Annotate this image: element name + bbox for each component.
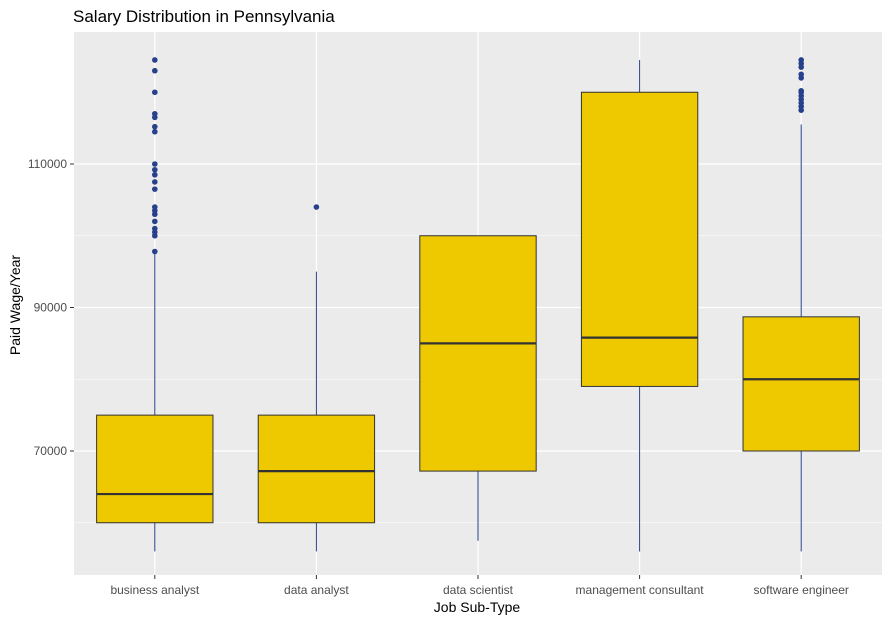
iqr-box bbox=[257, 414, 376, 524]
x-axis-ticks: business analyst data analyst data scienti… bbox=[110, 575, 849, 597]
outlier-point bbox=[152, 179, 158, 185]
outlier-point bbox=[152, 128, 158, 135]
x-tick-label: management consultant bbox=[576, 583, 705, 597]
box-group bbox=[96, 57, 860, 552]
x-axis-title: Job Sub-Type bbox=[434, 599, 521, 615]
outlier-point bbox=[798, 88, 804, 94]
outlier-point bbox=[798, 71, 804, 78]
outlier-point bbox=[798, 57, 804, 63]
box-business-analyst bbox=[96, 57, 214, 552]
y-tick-label: 90000 bbox=[34, 301, 68, 315]
box-management-consultant bbox=[580, 59, 699, 552]
outlier-point bbox=[152, 248, 158, 255]
outlier-point bbox=[152, 166, 158, 173]
box-data-scientist bbox=[419, 235, 537, 541]
outlier-point bbox=[152, 218, 158, 225]
outlier-point bbox=[152, 225, 158, 232]
iqr-box bbox=[96, 414, 214, 524]
box-software-engineer bbox=[742, 57, 860, 552]
outlier-point bbox=[313, 204, 320, 210]
outlier-point bbox=[152, 186, 158, 192]
y-tick-label: 70000 bbox=[34, 444, 68, 458]
chart-title: Salary Distribution in Pennsylvania bbox=[73, 7, 335, 26]
x-tick-label: business analyst bbox=[110, 583, 199, 597]
x-tick-label: data scientist bbox=[443, 583, 514, 597]
iqr-box bbox=[419, 235, 537, 472]
outlier-point bbox=[152, 171, 158, 178]
iqr-box bbox=[580, 91, 699, 387]
iqr-box bbox=[742, 316, 860, 452]
outlier-point bbox=[152, 161, 158, 167]
y-axis-title: Paid Wage/Year bbox=[7, 255, 23, 355]
x-tick-label: data analyst bbox=[284, 583, 349, 597]
outlier-point bbox=[152, 57, 158, 63]
outlier-point bbox=[152, 204, 158, 210]
outlier-point bbox=[152, 110, 158, 117]
y-axis-ticks: 70000 90000 110000 bbox=[28, 157, 74, 458]
x-tick-label: software engineer bbox=[754, 583, 849, 597]
outlier-point bbox=[152, 67, 158, 74]
outlier-point bbox=[152, 89, 158, 96]
y-tick-label: 110000 bbox=[28, 157, 67, 171]
outlier-point bbox=[152, 123, 158, 130]
box-data-analyst bbox=[257, 204, 376, 552]
